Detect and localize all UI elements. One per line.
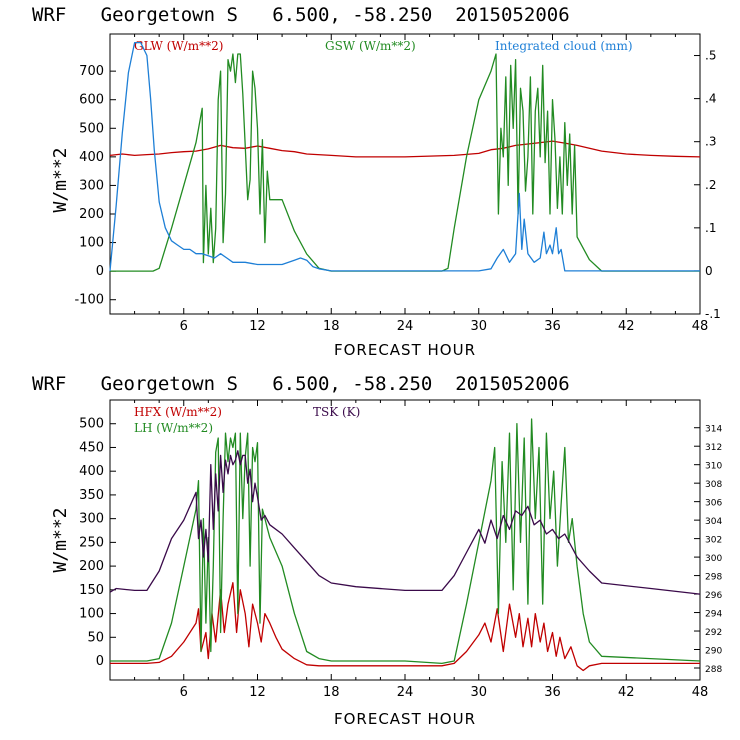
chart1-axes: 6 12 18 24 30 36 42 48 -100 0 100 200 300 400 500 600 70… [74, 34, 721, 334]
y2-tick-label: .5 [705, 49, 716, 63]
x-tick-label: 36 [544, 685, 561, 700]
series-line-integrated-cloud [109, 41, 700, 272]
y2-tick-label: 292 [705, 628, 722, 638]
chart2-plot-frame [109, 399, 701, 681]
y2-tick-label: 310 [705, 462, 722, 472]
y2-tick-label: .3 [705, 135, 716, 149]
x-tick-label: 42 [618, 685, 635, 700]
legend-entry: Integrated cloud (mm) [495, 39, 633, 53]
legend-entry: TSK (K) [313, 405, 360, 419]
legend-entry: HFX (W/m**2) [134, 405, 222, 419]
y-tick-label: 350 [79, 488, 104, 503]
y2-tick-label: .1 [705, 221, 716, 235]
y2-tick-label: .4 [705, 92, 716, 106]
chart2-series [109, 418, 701, 672]
y2-tick-label: -.1 [705, 307, 721, 321]
y-tick-label: 50 [87, 630, 104, 645]
y-tick-label: 500 [79, 417, 104, 432]
y-tick-label: 600 [79, 93, 104, 108]
x-tick-label: 12 [249, 685, 266, 700]
y2-tick-label: 302 [705, 536, 722, 546]
y-tick-label: 100 [79, 607, 104, 622]
y-tick-label: 700 [79, 64, 104, 79]
x-tick-label: 30 [470, 319, 487, 334]
chart1-series [109, 41, 701, 272]
y-tick-label: -100 [74, 293, 104, 308]
x-tick-label: 12 [249, 319, 266, 334]
series-line-lh [110, 418, 701, 665]
x-tick-label: 24 [397, 685, 414, 700]
series-line-hfx [110, 582, 700, 672]
y-tick-label: 500 [79, 121, 104, 136]
legend-entry: GSW (W/m**2) [325, 39, 416, 53]
y-tick-label: 400 [79, 150, 104, 165]
y-tick-label: 150 [79, 583, 104, 598]
x-tick-label: 18 [323, 685, 340, 700]
series-line-gsw [110, 53, 700, 272]
y2-tick-label: 300 [705, 554, 722, 564]
chart1-title: WRF Georgetown S 6.500, -58.250 20150520… [32, 4, 570, 26]
y2-tick-label: 298 [705, 573, 722, 583]
chart1-ylabel: W/m**2 [50, 147, 71, 212]
chart2-legend: HFX (W/m**2) LH (W/m**2) TSK (K) [134, 405, 360, 435]
chart1-xlabel: FORECAST HOUR [334, 341, 476, 359]
y2-tick-label: .2 [705, 178, 716, 192]
y2-tick-label: 0 [705, 264, 713, 278]
y2-tick-label: 290 [705, 647, 722, 657]
y-tick-label: 300 [79, 512, 104, 527]
series-line-tsk [109, 450, 701, 595]
y2-tick-label: 304 [705, 517, 722, 527]
x-tick-label: 6 [180, 319, 188, 334]
series-line-glw [109, 140, 701, 158]
y2-tick-label: 288 [705, 665, 722, 675]
chart2-xlabel: FORECAST HOUR [334, 710, 476, 728]
y2-tick-label: 296 [705, 591, 722, 601]
x-tick-label: 6 [180, 685, 188, 700]
y2-tick-label: 308 [705, 480, 722, 490]
y-tick-label: 250 [79, 535, 104, 550]
y-tick-label: 0 [96, 654, 104, 669]
x-tick-label: 18 [323, 319, 340, 334]
chart1-plot-frame [109, 33, 701, 315]
x-tick-label: 36 [544, 319, 561, 334]
y-tick-label: 100 [79, 236, 104, 251]
y-tick-label: 200 [79, 559, 104, 574]
x-tick-label: 48 [692, 685, 709, 700]
chart-radiation: WRF Georgetown S 6.500, -58.250 20150520… [32, 4, 721, 359]
y2-tick-label: 306 [705, 499, 722, 509]
legend-entry: LH (W/m**2) [134, 421, 213, 435]
chart2-axes: 6 12 18 24 30 36 42 48 0 50 100 150 200 250 300 350 400 4… [79, 400, 722, 700]
chart2-title: WRF Georgetown S 6.500, -58.250 20150520… [32, 373, 570, 395]
x-tick-label: 48 [692, 319, 709, 334]
legend-entry: GLW (W/m**2) [134, 39, 223, 53]
x-tick-label: 42 [618, 319, 635, 334]
y-tick-label: 300 [79, 178, 104, 193]
y2-tick-label: 312 [705, 443, 722, 453]
y-tick-label: 400 [79, 464, 104, 479]
y2-tick-label: 314 [705, 425, 722, 435]
chart-fluxes: WRF Georgetown S 6.500, -58.250 20150520… [32, 373, 722, 728]
x-tick-label: 30 [470, 685, 487, 700]
chart1-legend: GLW (W/m**2) GSW (W/m**2) Integrated cloud… [134, 39, 633, 53]
x-tick-label: 24 [397, 319, 414, 334]
y-tick-label: 0 [96, 264, 104, 279]
y-tick-label: 200 [79, 207, 104, 222]
y2-tick-label: 294 [705, 610, 722, 620]
chart2-ylabel: W/m**2 [50, 507, 71, 572]
y-tick-label: 450 [79, 440, 104, 455]
